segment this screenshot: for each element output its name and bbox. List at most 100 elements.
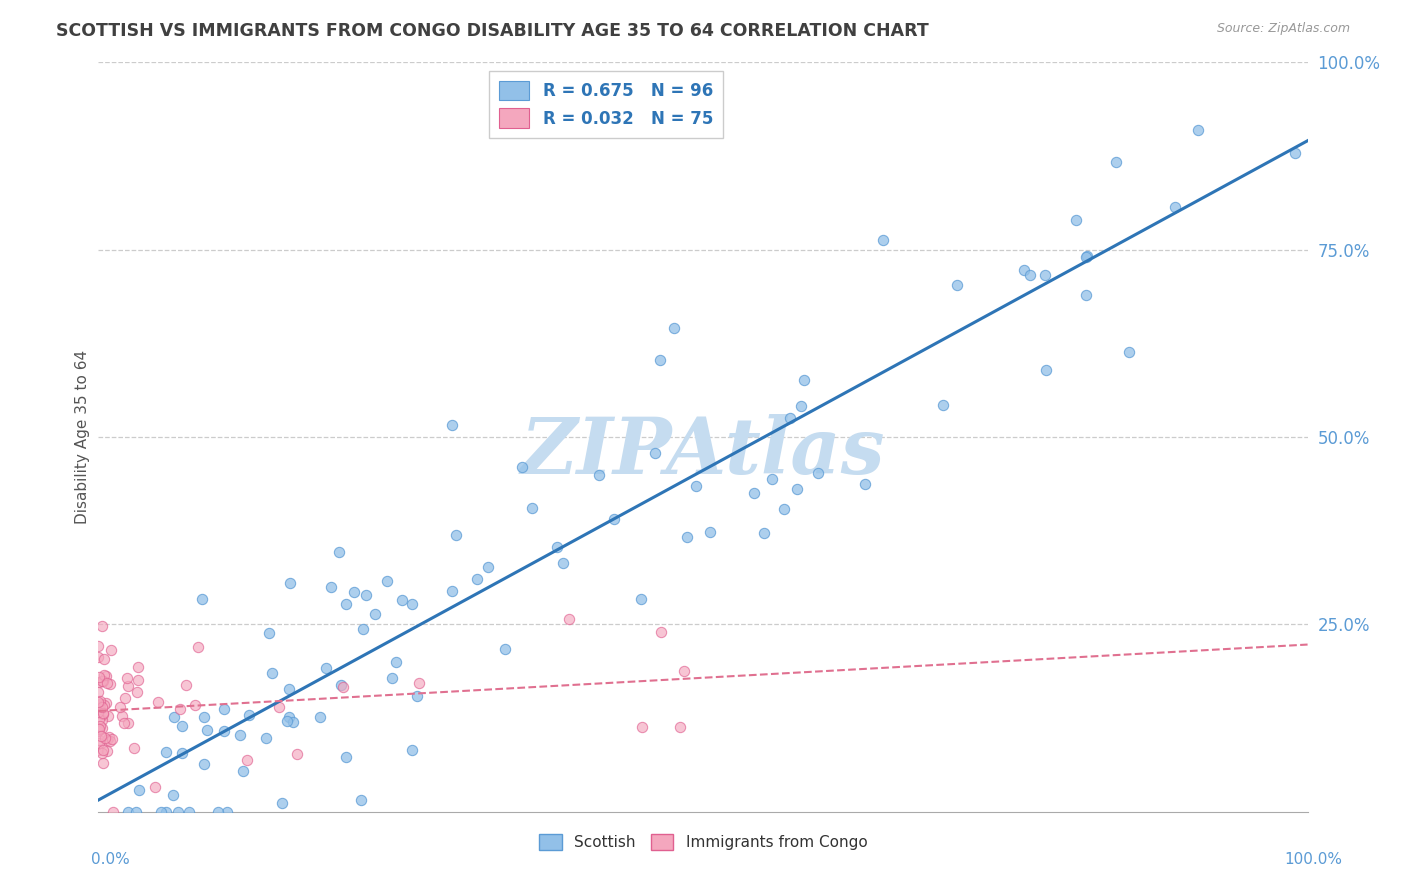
Point (212, 723, 235, 738)
Point (215, 805, 238, 819)
Point (335, 597, 357, 611)
Point (87, 640, 110, 654)
Point (108, 700, 131, 714)
Point (90, 729, 112, 743)
Point (93, 698, 115, 713)
Point (1074, 287, 1097, 301)
Point (87, 685, 110, 699)
Point (603, 512, 626, 526)
Point (1164, 201, 1187, 215)
Point (1012, 262, 1035, 277)
Point (319, 580, 342, 594)
Point (207, 805, 229, 819)
Point (664, 321, 686, 335)
Text: SCOTTISH VS IMMIGRANTS FROM CONGO DISABILITY AGE 35 TO 64 CORRELATION CHART: SCOTTISH VS IMMIGRANTS FROM CONGO DISABI… (56, 22, 929, 40)
Point (111, 708, 134, 723)
Point (145, 780, 167, 795)
Point (267, 699, 290, 714)
Point (278, 682, 301, 697)
Point (98, 734, 121, 748)
Point (557, 612, 579, 626)
Point (193, 710, 215, 724)
Point (477, 560, 499, 574)
Point (238, 707, 260, 722)
Point (87, 705, 110, 719)
Text: Source: ZipAtlas.com: Source: ZipAtlas.com (1216, 22, 1350, 36)
Point (195, 723, 218, 738)
Point (932, 398, 955, 412)
Point (87, 742, 110, 756)
Point (235, 753, 257, 767)
Point (257, 625, 280, 640)
Point (167, 805, 190, 819)
Point (187, 640, 209, 654)
Point (353, 622, 375, 636)
Point (630, 591, 652, 606)
Point (786, 483, 808, 497)
Point (465, 572, 488, 586)
Point (308, 710, 330, 724)
Point (381, 671, 404, 685)
Text: ZIPAtlas: ZIPAtlas (520, 414, 886, 491)
Point (676, 529, 699, 543)
Point (1076, 250, 1098, 264)
Point (91, 756, 114, 770)
Text: 100.0%: 100.0% (1285, 852, 1343, 867)
Point (89, 718, 111, 732)
Point (87, 724, 110, 739)
Point (91, 743, 114, 757)
Point (1105, 155, 1128, 169)
Point (162, 709, 184, 723)
Point (177, 805, 200, 819)
Point (155, 805, 177, 819)
Point (191, 591, 214, 606)
Point (772, 502, 794, 516)
Point (1076, 249, 1098, 263)
Point (89, 697, 111, 711)
Legend: Scottish, Immigrants from Congo: Scottish, Immigrants from Congo (533, 829, 873, 856)
Point (128, 782, 150, 797)
Point (522, 501, 544, 516)
Point (112, 715, 135, 730)
Point (91, 706, 114, 721)
Point (332, 681, 354, 695)
Point (401, 743, 423, 757)
Point (96, 744, 118, 758)
Point (117, 805, 139, 819)
Point (391, 592, 413, 607)
Point (790, 400, 813, 414)
Point (685, 479, 707, 493)
Point (127, 660, 149, 674)
Point (91, 746, 114, 760)
Point (94, 669, 117, 683)
Point (232, 764, 254, 779)
Point (1064, 212, 1087, 227)
Point (93, 652, 115, 666)
Point (512, 459, 534, 474)
Point (328, 545, 350, 559)
Point (162, 788, 184, 802)
Point (155, 745, 177, 759)
Point (93, 668, 115, 682)
Point (90, 713, 112, 727)
Point (872, 234, 894, 248)
Point (91, 700, 114, 714)
Point (668, 720, 690, 734)
Point (87, 670, 110, 684)
Point (276, 714, 298, 728)
Point (375, 574, 398, 589)
Point (793, 373, 815, 387)
Point (853, 477, 876, 491)
Point (87, 721, 110, 735)
Point (278, 576, 301, 591)
Point (193, 756, 215, 771)
Point (1035, 268, 1057, 283)
Point (100, 676, 122, 690)
Point (96, 696, 118, 710)
Point (87, 649, 110, 664)
Point (229, 728, 252, 742)
Y-axis label: Disability Age 35 to 64: Disability Age 35 to 64 (75, 350, 90, 524)
Point (170, 719, 193, 733)
Point (1118, 345, 1140, 359)
Point (551, 556, 574, 570)
